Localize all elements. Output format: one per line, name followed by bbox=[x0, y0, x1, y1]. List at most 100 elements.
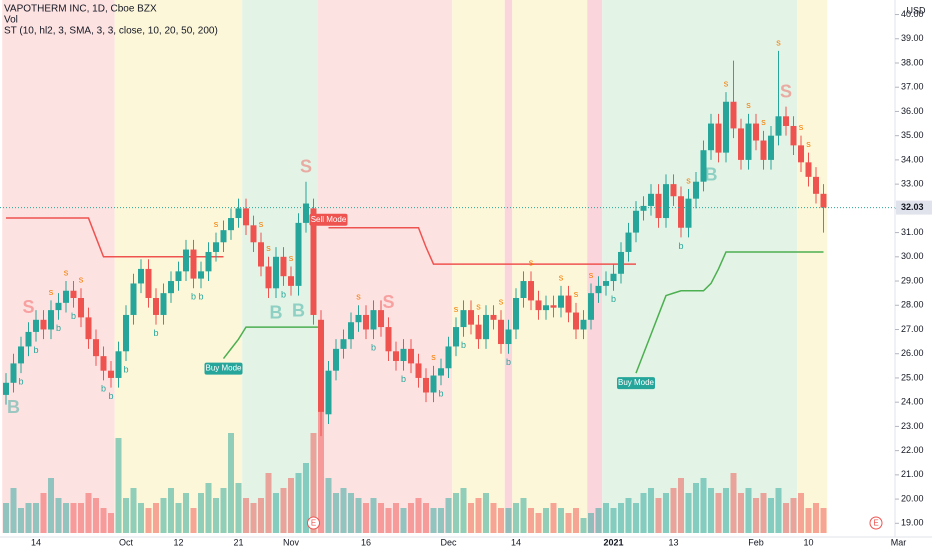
state-zone bbox=[452, 0, 505, 533]
signal-label: b bbox=[123, 364, 128, 374]
volume-bar bbox=[558, 508, 564, 533]
candle-body bbox=[738, 128, 744, 160]
volume-bar bbox=[640, 493, 647, 533]
volume-bar bbox=[715, 493, 722, 533]
volume-bar bbox=[10, 488, 17, 533]
volume-bar bbox=[93, 498, 99, 533]
candle-body bbox=[573, 312, 579, 330]
candle-body bbox=[513, 297, 519, 330]
volume-bar bbox=[723, 488, 729, 533]
candle-body bbox=[40, 319, 47, 330]
state-zone bbox=[512, 0, 588, 533]
signal-label: b bbox=[401, 374, 406, 384]
y-tick-label: 36.00 bbox=[901, 106, 924, 116]
volume-bar bbox=[505, 508, 512, 533]
volume-bar bbox=[768, 498, 774, 533]
x-tick-label: 21 bbox=[233, 537, 243, 547]
signal-label: s bbox=[746, 100, 751, 110]
candle-body bbox=[318, 319, 324, 412]
y-tick-label: 30.00 bbox=[901, 251, 924, 261]
candle-body bbox=[55, 302, 62, 311]
volume-bar bbox=[310, 433, 317, 533]
state-zone bbox=[242, 0, 318, 533]
volume-bar bbox=[648, 488, 654, 533]
x-tick-label: 13 bbox=[668, 537, 678, 547]
y-tick-label: 27.00 bbox=[901, 324, 924, 334]
candle-body bbox=[430, 375, 437, 393]
candle-body bbox=[138, 268, 144, 284]
signal-label: S bbox=[780, 81, 792, 101]
currency: USD bbox=[906, 5, 926, 15]
volume-bar bbox=[708, 488, 714, 533]
volume-bar bbox=[700, 478, 707, 533]
volume-bar bbox=[813, 503, 819, 533]
signal-label: B bbox=[292, 300, 305, 320]
candle-body bbox=[250, 225, 257, 243]
x-tick-label: Mar bbox=[891, 537, 907, 547]
candle-body bbox=[273, 256, 279, 289]
mode-tag bbox=[309, 213, 348, 226]
candle-body bbox=[663, 184, 669, 219]
volume-bar bbox=[753, 498, 759, 533]
candle-body bbox=[63, 290, 69, 303]
signal-label: s bbox=[776, 37, 781, 47]
volume-bar bbox=[78, 503, 84, 533]
volume-bar bbox=[40, 493, 47, 533]
volume-bar bbox=[760, 493, 767, 533]
volume-bar bbox=[370, 498, 377, 533]
candle-body bbox=[813, 176, 819, 194]
candle-body bbox=[168, 281, 174, 294]
earnings-label: E bbox=[311, 519, 316, 528]
state-zone bbox=[587, 0, 603, 533]
candle-body bbox=[805, 162, 812, 177]
candle-body bbox=[723, 101, 729, 153]
candle-body bbox=[145, 268, 152, 298]
candle-body bbox=[100, 356, 107, 371]
candle-body bbox=[730, 101, 737, 129]
candle-body bbox=[790, 125, 797, 146]
volume-bar bbox=[685, 493, 692, 533]
volume-bar bbox=[228, 433, 234, 533]
volume-bar bbox=[123, 498, 129, 533]
candle-body bbox=[10, 363, 17, 383]
signal-label: s bbox=[214, 219, 219, 229]
y-tick-label: 20.00 bbox=[901, 493, 924, 503]
candle-body bbox=[820, 193, 827, 208]
volume-bar bbox=[348, 493, 354, 533]
supertrend-line bbox=[222, 251, 824, 374]
candle-body bbox=[595, 285, 602, 294]
candle-body bbox=[243, 208, 249, 226]
volume-bar bbox=[670, 488, 677, 533]
signal-label: b bbox=[371, 343, 376, 353]
candle-body bbox=[340, 339, 347, 349]
candle-body bbox=[85, 317, 92, 340]
volume-bar bbox=[145, 508, 152, 533]
volume-bar bbox=[790, 498, 797, 533]
candle-body bbox=[423, 377, 429, 393]
signal-label: B bbox=[270, 303, 283, 323]
volume-bar bbox=[775, 488, 782, 533]
volume-bar bbox=[483, 493, 489, 533]
candle-body bbox=[415, 363, 422, 378]
signal-label: b bbox=[506, 357, 511, 367]
signal-label: b bbox=[461, 340, 466, 350]
signal-label: s bbox=[499, 296, 504, 306]
x-tick-label: Feb bbox=[748, 537, 764, 547]
signal-label: s bbox=[431, 352, 436, 362]
candle-body bbox=[475, 324, 482, 340]
mode-label: Buy Mode bbox=[205, 364, 242, 373]
volume-bar bbox=[303, 463, 309, 533]
candle-body bbox=[370, 310, 377, 330]
volume-bar bbox=[475, 498, 482, 533]
candle-body bbox=[115, 351, 122, 378]
y-tick-label: 19.00 bbox=[901, 518, 924, 528]
candle-body bbox=[760, 140, 767, 160]
volume-bar bbox=[783, 503, 789, 533]
candle-body bbox=[483, 314, 489, 340]
candle-body bbox=[708, 123, 714, 151]
x-tick-label: Dec bbox=[440, 537, 457, 547]
candle-body bbox=[528, 281, 534, 301]
state-zone bbox=[504, 0, 513, 533]
candle-body bbox=[580, 319, 587, 330]
volume-bar bbox=[535, 513, 542, 533]
